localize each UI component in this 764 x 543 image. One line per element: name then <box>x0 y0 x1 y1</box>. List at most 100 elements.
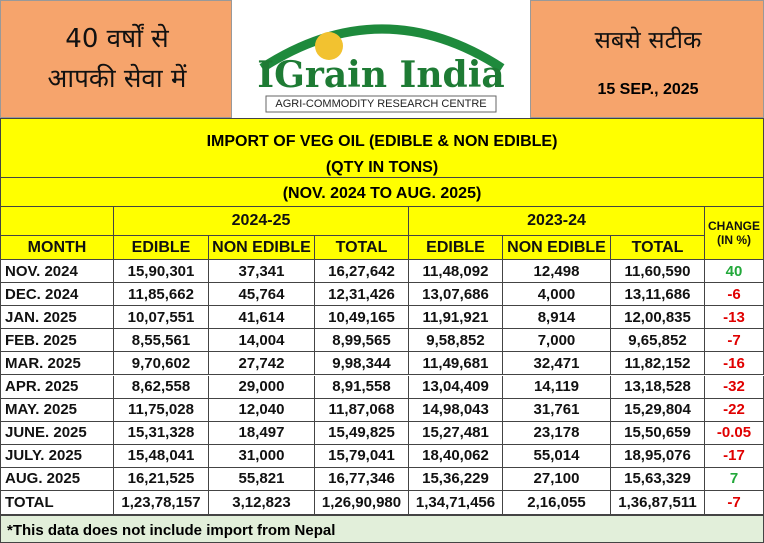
total-cell: 1,23,78,157 <box>114 491 209 515</box>
value-cell: 15,50,659 <box>611 421 705 445</box>
title: IMPORT OF VEG OIL (EDIBLE & NON EDIBLE) <box>206 133 558 150</box>
change-header: CHANGE (IN %) <box>705 207 764 260</box>
column-header: NON EDIBLE <box>209 236 315 260</box>
change-cell: -16 <box>705 352 764 376</box>
subtitle: (QTY IN TONS) <box>325 159 439 176</box>
value-cell: 8,91,558 <box>315 375 409 399</box>
change-cell: 40 <box>705 260 764 284</box>
change-cell: -22 <box>705 398 764 422</box>
value-cell: 11,87,068 <box>315 398 409 422</box>
total-cell: 1,34,71,456 <box>409 491 503 515</box>
value-cell: 15,49,825 <box>315 421 409 445</box>
value-cell: 9,58,852 <box>409 329 503 353</box>
footnote: *This data does not include import from … <box>0 515 764 543</box>
value-cell: 13,11,686 <box>611 283 705 307</box>
month-cell: AUG. 2025 <box>1 467 114 491</box>
value-cell: 11,48,092 <box>409 260 503 284</box>
month-cell: DEC. 2024 <box>1 283 114 307</box>
change-cell: -7 <box>705 491 764 515</box>
value-cell: 9,70,602 <box>114 352 209 376</box>
value-cell: 15,29,804 <box>611 398 705 422</box>
value-cell: 13,04,409 <box>409 375 503 399</box>
month-cell: NOV. 2024 <box>1 260 114 284</box>
change-cell: -13 <box>705 306 764 330</box>
value-cell: 16,77,346 <box>315 467 409 491</box>
value-cell: 11,91,921 <box>409 306 503 330</box>
group-header: 2024-25 <box>114 207 409 236</box>
value-cell: 11,60,590 <box>611 260 705 284</box>
logo-arc <box>259 24 505 72</box>
value-cell: 41,614 <box>209 306 315 330</box>
value-cell: 16,21,525 <box>114 467 209 491</box>
value-cell: 13,18,528 <box>611 375 705 399</box>
change-cell: 7 <box>705 467 764 491</box>
total-cell: 2,16,055 <box>503 491 611 515</box>
change-header-line: CHANGE <box>707 219 760 233</box>
total-cell: 3,12,823 <box>209 491 315 515</box>
month-cell: MAR. 2025 <box>1 352 114 376</box>
data-table: 2024-25 2023-24 CHANGE (IN %) MONTH EDIBLE NON… <box>0 207 764 515</box>
logo-graphic <box>259 24 505 113</box>
change-cell: -0.05 <box>705 421 764 445</box>
value-cell: 11,85,662 <box>114 283 209 307</box>
column-header: EDIBLE <box>114 236 209 260</box>
value-cell: 12,040 <box>209 398 315 422</box>
column-header: EDIBLE <box>409 236 503 260</box>
logo: IGrain India AGRI-COMMODITY RESEARCH CEN… <box>232 0 530 118</box>
value-cell: 9,98,344 <box>315 352 409 376</box>
value-cell: 31,000 <box>209 444 315 468</box>
change-cell: -32 <box>705 375 764 399</box>
value-cell: 8,914 <box>503 306 611 330</box>
column-header: TOTAL <box>315 236 409 260</box>
value-cell: 8,62,558 <box>114 375 209 399</box>
change-header-line: (IN %) <box>717 233 751 247</box>
value-cell: 15,90,301 <box>114 260 209 284</box>
date: 15 SEP., 2025 <box>597 81 699 98</box>
value-cell: 15,48,041 <box>114 444 209 468</box>
value-cell: 45,764 <box>209 283 315 307</box>
value-cell: 27,742 <box>209 352 315 376</box>
total-cell: 1,36,87,511 <box>611 491 705 515</box>
value-cell: 11,75,028 <box>114 398 209 422</box>
column-header: TOTAL <box>611 236 705 260</box>
value-cell: 14,004 <box>209 329 315 353</box>
period: (NOV. 2024 TO AUG. 2025) <box>282 185 482 202</box>
value-cell: 55,821 <box>209 467 315 491</box>
month-cell: FEB. 2025 <box>1 329 114 353</box>
value-cell: 15,36,229 <box>409 467 503 491</box>
value-cell: 15,63,329 <box>611 467 705 491</box>
left-banner: 40 वर्षों से आपकी सेवा में <box>0 0 232 118</box>
value-cell: 15,27,481 <box>409 421 503 445</box>
month-cell: MAY. 2025 <box>1 398 114 422</box>
value-cell: 29,000 <box>209 375 315 399</box>
month-cell: APR. 2025 <box>1 375 114 399</box>
logo-subtitle: AGRI-COMMODITY RESEARCH CENTRE <box>275 98 487 110</box>
title-block: IMPORT OF VEG OIL (EDIBLE & NON EDIBLE) … <box>0 118 764 207</box>
value-cell: 12,00,835 <box>611 306 705 330</box>
value-cell: 27,100 <box>503 467 611 491</box>
month-cell: JAN. 2025 <box>1 306 114 330</box>
value-cell: 12,498 <box>503 260 611 284</box>
tagline: सबसे सटीक <box>594 26 702 54</box>
value-cell: 11,49,681 <box>409 352 503 376</box>
logo-title: IGrain India <box>257 54 505 96</box>
value-cell: 37,341 <box>209 260 315 284</box>
value-cell: 8,55,561 <box>114 329 209 353</box>
tagline: आपकी सेवा में <box>47 64 187 94</box>
value-cell: 15,79,041 <box>315 444 409 468</box>
value-cell: 55,014 <box>503 444 611 468</box>
total-cell: 1,26,90,980 <box>315 491 409 515</box>
value-cell: 7,000 <box>503 329 611 353</box>
logo-subtitle-box <box>265 95 497 113</box>
value-cell: 4,000 <box>503 283 611 307</box>
month-cell: TOTAL <box>1 491 114 515</box>
month-cell: JULY. 2025 <box>1 444 114 468</box>
group-header: 2023-24 <box>409 207 705 236</box>
divider <box>1 177 763 178</box>
logo-sun <box>315 32 343 60</box>
value-cell: 12,31,426 <box>315 283 409 307</box>
value-cell: 18,497 <box>209 421 315 445</box>
value-cell: 9,65,852 <box>611 329 705 353</box>
month-cell: JUNE. 2025 <box>1 421 114 445</box>
